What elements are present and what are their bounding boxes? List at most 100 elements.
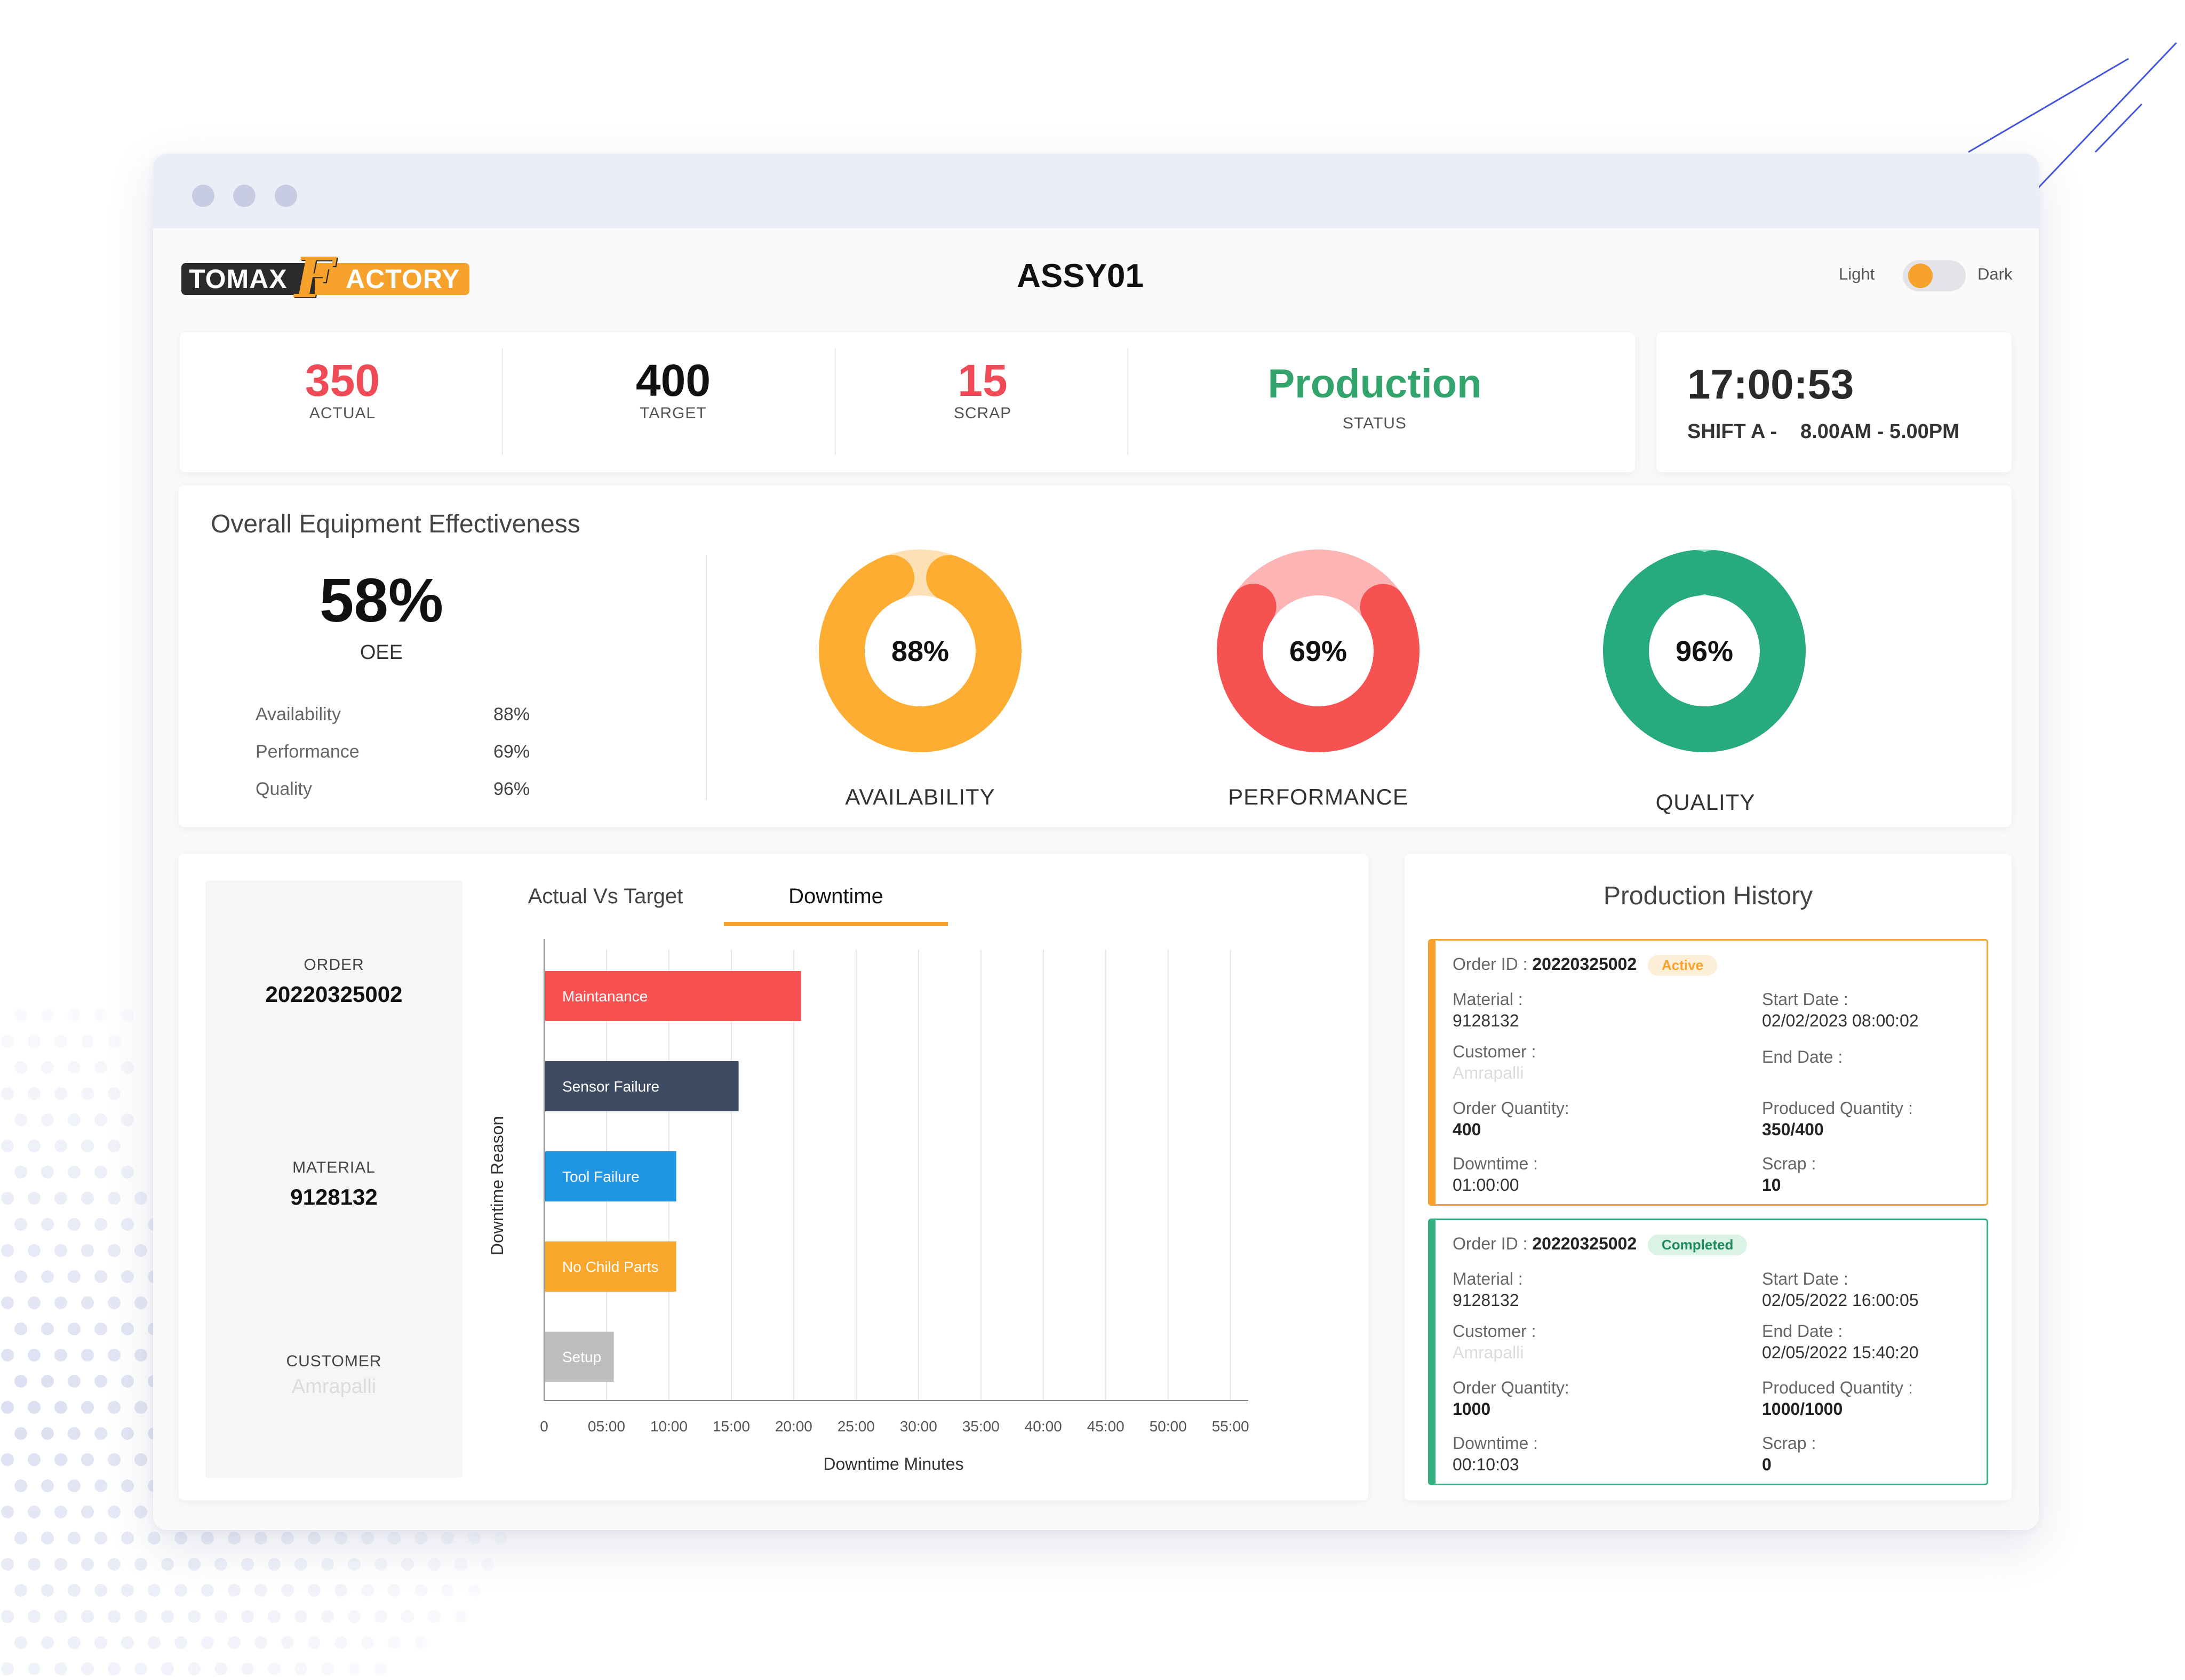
- gauge-availability-caption: AVAILABILITY: [845, 784, 995, 809]
- downtime-value: 01:00:00: [1453, 1175, 1519, 1195]
- oee-row-value: 69%: [493, 742, 530, 762]
- order-quantity-label: Order Quantity:: [1453, 1378, 1569, 1397]
- theme-toggle-knob: [1908, 264, 1933, 288]
- kpi-actual-value: 350: [305, 355, 380, 405]
- bar-maintanance[interactable]: [545, 971, 801, 1021]
- end-date-label: End Date :: [1762, 1047, 1843, 1066]
- customer-value: Amrapalli: [1453, 1063, 1524, 1082]
- material-value: 9128132: [290, 1184, 378, 1209]
- kpi-status-label: STATUS: [1343, 415, 1407, 432]
- x-tick-label: 40:00: [1025, 1418, 1062, 1435]
- material-value: 9128132: [1453, 1291, 1519, 1310]
- x-tick-label: 15:00: [713, 1418, 750, 1435]
- status-badge: Active: [1648, 955, 1718, 976]
- material-label: Material :: [1453, 1269, 1523, 1288]
- tomax-factory-logo[interactable]: TOMAX ACTORY F: [181, 250, 469, 306]
- material-value: 9128132: [1453, 1011, 1519, 1030]
- kpi-scrap-label: SCRAP: [953, 404, 1012, 422]
- kpi-scrap: 15 SCRAP: [895, 356, 1071, 423]
- bar-label: Maintanance: [562, 988, 648, 1005]
- kpi-actual-label: ACTUAL: [309, 404, 376, 422]
- order-id-value: 20220325002: [1532, 954, 1637, 974]
- scrap-value: 10: [1762, 1175, 1781, 1195]
- produced-quantity-value: 1000/1000: [1762, 1399, 1843, 1419]
- bar-label: Tool Failure: [562, 1168, 640, 1185]
- produced-quantity-label: Produced Quantity :: [1762, 1098, 1913, 1118]
- oee-row-label: Performance: [256, 742, 360, 762]
- gauge-quality-value: 96%: [1676, 635, 1733, 667]
- end-date-label: End Date :: [1762, 1321, 1843, 1341]
- oee-title: Overall Equipment Effectiveness: [211, 510, 580, 538]
- history-order-card-active[interactable]: Order ID : 20220325002 Active Material :…: [1428, 939, 1988, 1206]
- kpi-scrap-value: 15: [958, 355, 1008, 405]
- gauge-availability-value: 88%: [891, 635, 949, 667]
- gauge-performance-value: 69%: [1289, 635, 1347, 667]
- bar-label: No Child Parts: [562, 1259, 659, 1275]
- kpi-status-value: Production: [1267, 361, 1482, 407]
- machine-title: ASSY01: [1017, 258, 1144, 294]
- window-dot-minimize[interactable]: [233, 185, 256, 207]
- tab-actual-vs-target[interactable]: Actual Vs Target: [528, 885, 683, 908]
- oee-row-label: Quality: [256, 779, 312, 799]
- start-date-label: Start Date :: [1762, 990, 1848, 1009]
- logo-left-text: TOMAX: [181, 263, 315, 295]
- app-window: TOMAX ACTORY F ASSY01 Light Dark 350 ACT…: [153, 154, 2039, 1530]
- history-title: Production History: [1603, 882, 1813, 910]
- gauge-quality-arc: [1603, 550, 1806, 752]
- history-order-id: Order ID : 20220325002 Completed: [1453, 1234, 1748, 1255]
- order-quantity-value: 1000: [1453, 1399, 1491, 1419]
- window-dot-maximize[interactable]: [275, 185, 297, 207]
- order-quantity-label: Order Quantity:: [1453, 1098, 1569, 1118]
- start-date-value: 02/05/2022 16:00:05: [1762, 1291, 1919, 1310]
- x-tick-label: 30:00: [900, 1418, 937, 1435]
- downtime-label: Downtime :: [1453, 1154, 1538, 1173]
- window-dot-close[interactable]: [192, 185, 214, 207]
- bar-no-child-parts[interactable]: [545, 1241, 676, 1292]
- decorative-lines: [1968, 42, 2178, 189]
- scrap-label: Scrap :: [1762, 1154, 1816, 1173]
- customer-label: Customer :: [1453, 1321, 1536, 1341]
- gauge-performance-ring: 69%: [1217, 550, 1420, 752]
- order-value: 20220325002: [265, 982, 403, 1007]
- kpi-card: 350 ACTUAL 400 TARGET 15 SCRAP Productio…: [180, 332, 1635, 472]
- gauge-availability: 88%: [814, 544, 1027, 779]
- gauge-availability-ring: 88%: [819, 550, 1022, 752]
- tab-downtime[interactable]: Downtime: [788, 885, 883, 908]
- bar-tool-failure[interactable]: [545, 1151, 676, 1201]
- gauge-performance-arc: [1217, 550, 1420, 752]
- customer-label: Customer :: [1453, 1042, 1536, 1061]
- window-titlebar: [153, 154, 2039, 228]
- order-info-panel: ORDER 20220325002 MATERIAL 9128132 CUSTO…: [205, 880, 462, 1478]
- kpi-status: Production STATUS: [1236, 360, 1513, 433]
- order-id-label: Order ID :: [1453, 1234, 1528, 1253]
- order-downtime-card: ORDER 20220325002 MATERIAL 9128132 CUSTO…: [179, 854, 1368, 1500]
- order-quantity-value: 400: [1453, 1120, 1481, 1139]
- history-order-card-completed[interactable]: Order ID : 20220325002 Completed Materia…: [1428, 1219, 1988, 1485]
- produced-quantity-value: 350/400: [1762, 1120, 1824, 1139]
- logo-right-text: ACTORY: [315, 263, 469, 295]
- gauge-quality-caption: QUALITY: [1655, 790, 1756, 815]
- production-history-card: Production History Order ID : 2022032500…: [1405, 854, 2012, 1500]
- produced-quantity-label: Produced Quantity :: [1762, 1378, 1913, 1397]
- start-date-value: 02/02/2023 08:00:02: [1762, 1011, 1919, 1030]
- oee-row-label: Availability: [256, 704, 341, 724]
- kpi-actual: 350 ACTUAL: [254, 356, 430, 423]
- clock-time: 17:00:53: [1687, 361, 1854, 408]
- order-id-value: 20220325002: [1532, 1234, 1637, 1253]
- oee-value: 58%: [319, 566, 444, 635]
- theme-toggle[interactable]: [1903, 260, 1966, 291]
- theme-light-label: Light: [1839, 265, 1875, 283]
- tab-downtime-active-indicator: [724, 922, 948, 926]
- y-axis-title: Downtime Reason: [488, 1116, 507, 1255]
- theme-dark-label: Dark: [1977, 265, 2013, 283]
- history-order-id: Order ID : 20220325002 Active: [1453, 954, 1718, 976]
- downtime-bar-chart: Maintanance Sensor Failure Tool Failure No …: [488, 939, 1249, 1474]
- oee-card: Overall Equipment Effectiveness 58% OEE …: [179, 485, 2012, 827]
- bar-sensor-failure[interactable]: [545, 1061, 739, 1111]
- x-tick-label: 25:00: [838, 1418, 875, 1435]
- status-badge: Completed: [1648, 1235, 1748, 1255]
- gauge-performance-caption: PERFORMANCE: [1228, 784, 1408, 809]
- bar-setup[interactable]: [545, 1332, 614, 1382]
- bar-label: Sensor Failure: [562, 1078, 659, 1095]
- customer-value: Amrapalli: [1453, 1343, 1524, 1362]
